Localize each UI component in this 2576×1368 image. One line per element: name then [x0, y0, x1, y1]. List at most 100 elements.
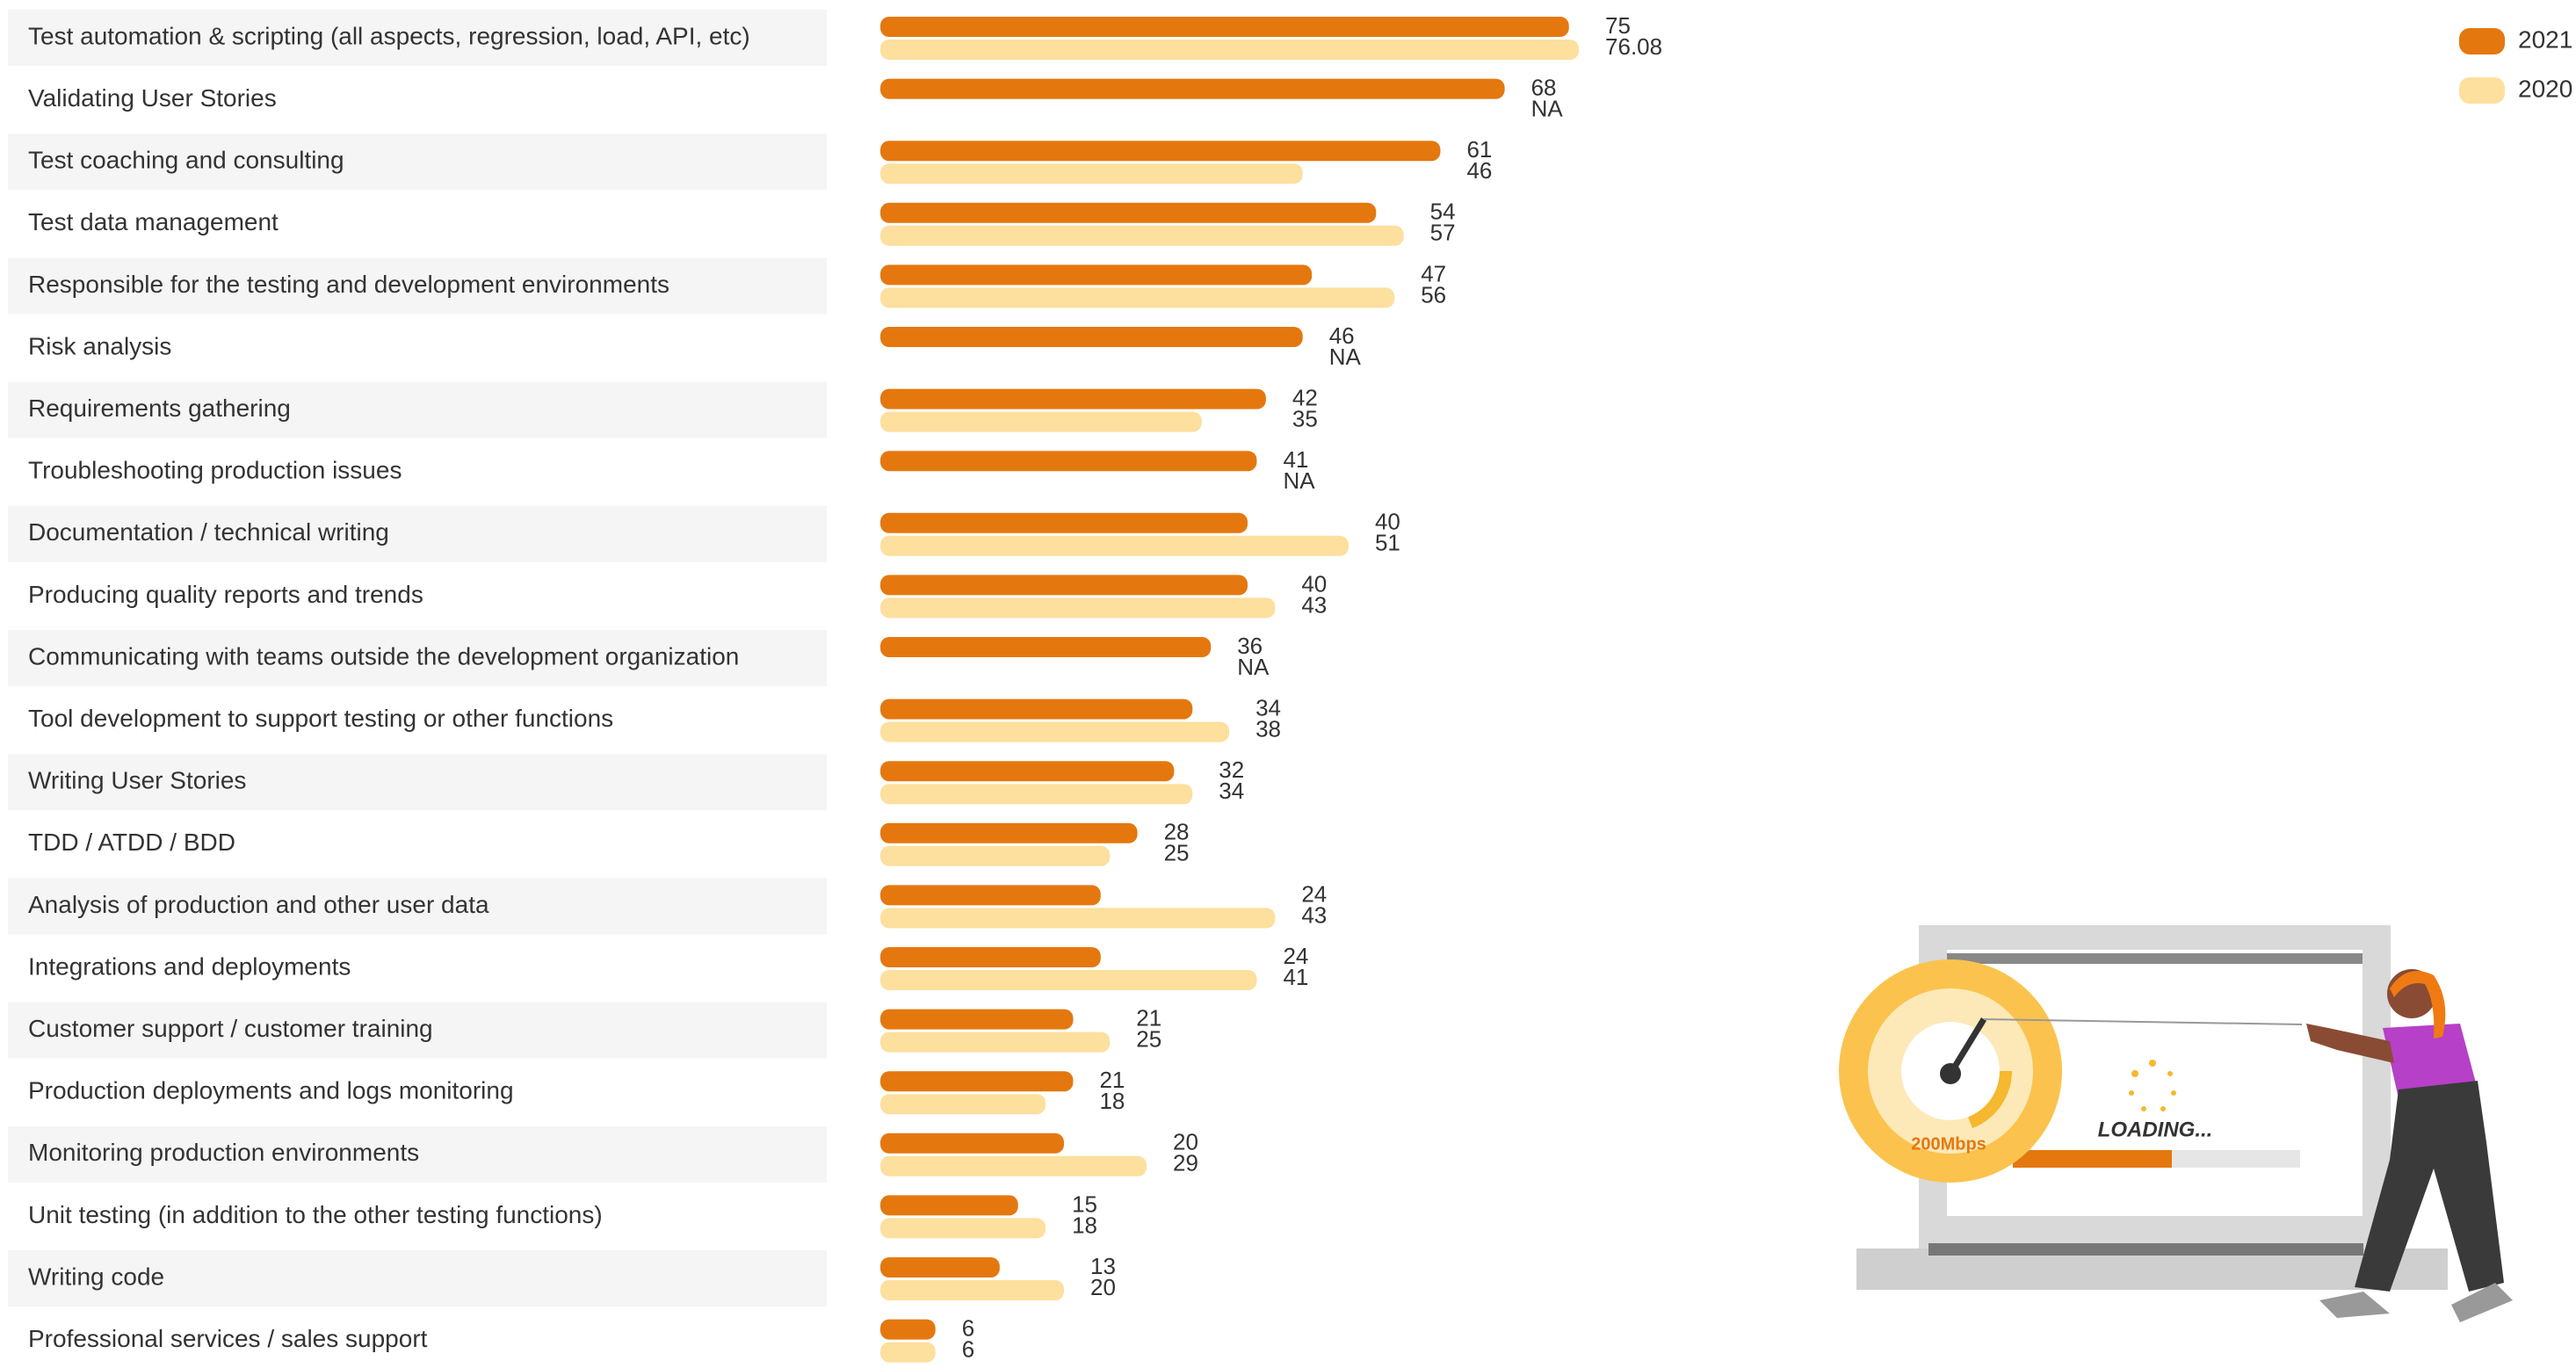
bar [880, 17, 1569, 37]
value-label: 24 [1301, 880, 1327, 907]
category-label: Integrations and deployments [28, 952, 351, 980]
browser-bar [1947, 953, 2363, 964]
arm [2306, 1024, 2394, 1063]
value-label: 36 [1237, 633, 1263, 659]
bar [880, 163, 1303, 185]
bar [880, 451, 1257, 472]
plot: Test automation & scripting (all aspects… [8, 10, 2572, 1363]
bar [880, 411, 1202, 432]
category-label: Risk analysis [28, 332, 171, 359]
legend-label: 2020 [2518, 75, 2572, 102]
value-label: 20 [1090, 1274, 1116, 1300]
row-bg [8, 1002, 827, 1059]
bar [880, 822, 1138, 843]
row-bg [8, 381, 827, 438]
row-bg [8, 134, 827, 191]
value-label: 6 [962, 1335, 974, 1362]
bar [880, 40, 1580, 60]
value-label: 13 [1090, 1253, 1116, 1279]
value-label: 43 [1301, 901, 1327, 928]
shirt [2383, 1024, 2478, 1098]
bar [880, 512, 1248, 533]
category-label: Test data management [28, 208, 279, 235]
bar [880, 78, 1505, 99]
row-bg [8, 1250, 827, 1306]
value-label: 18 [1072, 1212, 1097, 1238]
shoes [2319, 1283, 2513, 1322]
bar [880, 761, 1175, 782]
bar [880, 1257, 1000, 1278]
bar [880, 287, 1395, 308]
value-label: 61 [1466, 136, 1492, 163]
keyboard [1928, 1243, 2363, 1256]
value-label: 54 [1430, 199, 1456, 225]
bar [880, 535, 1349, 556]
bar [880, 970, 1257, 990]
value-label: 21 [1099, 1067, 1125, 1093]
value-label: 42 [1292, 384, 1318, 410]
value-label: 20 [1173, 1129, 1198, 1155]
category-label: Writing User Stories [28, 767, 246, 794]
value-label: 43 [1301, 591, 1327, 618]
value-label: 21 [1136, 1004, 1161, 1031]
value-label: 35 [1292, 405, 1318, 431]
bar [880, 225, 1404, 246]
gauge-needle [1948, 1017, 1986, 1075]
bar [880, 1195, 1018, 1216]
legend-label: 2021 [2518, 25, 2572, 53]
value-label: 40 [1301, 570, 1327, 597]
row-bg [8, 630, 827, 686]
bar [880, 1319, 936, 1340]
value-label: NA [1531, 95, 1564, 121]
bar [880, 1031, 1111, 1053]
bar [880, 698, 1193, 720]
category-label: Professional services / sales support [28, 1325, 428, 1352]
category-label: Writing code [28, 1263, 164, 1290]
category-label: Customer support / customer training [28, 1015, 433, 1042]
bar [880, 597, 1276, 619]
category-label: Test coaching and consulting [28, 147, 344, 174]
bar [880, 575, 1248, 596]
value-label: 6 [962, 1314, 974, 1341]
row-bg [8, 257, 827, 315]
category-label: Requirements gathering [28, 394, 291, 422]
bar [880, 1133, 1064, 1154]
value-label: 76.08 [1605, 33, 1662, 60]
loading-text: LOADING... [2098, 1118, 2213, 1141]
bar [880, 947, 1101, 967]
category-label: Unit testing (in addition to the other t… [28, 1201, 603, 1228]
hair [2390, 971, 2446, 1039]
progress-fill [2013, 1150, 2172, 1168]
gauge-label: 200Mbps [1911, 1134, 1986, 1154]
value-label: 32 [1219, 756, 1244, 783]
bar [880, 1094, 1046, 1115]
category-label: Test automation & scripting (all aspects… [28, 22, 750, 49]
bar [880, 264, 1313, 286]
legend-swatch [2459, 28, 2505, 54]
value-label: NA [1329, 344, 1362, 370]
bar [880, 908, 1276, 929]
row-bg [8, 754, 827, 811]
string [1983, 1018, 2303, 1025]
value-label: 40 [1375, 509, 1400, 535]
value-label: 38 [1255, 715, 1281, 742]
bar [880, 1280, 1064, 1300]
gauge-hub [1940, 1063, 1961, 1084]
bar [880, 1155, 1147, 1176]
row-bg [8, 878, 827, 935]
value-label: 34 [1255, 694, 1281, 720]
category-label: TDD / ATDD / BDD [28, 829, 235, 856]
bar [880, 1009, 1074, 1030]
value-label: 46 [1466, 157, 1492, 184]
legend-swatch [2459, 77, 2505, 104]
category-label: Tool development to support testing or o… [28, 705, 613, 732]
value-label: 46 [1329, 322, 1355, 349]
category-label: Documentation / technical writing [28, 518, 389, 546]
category-label: Production deployments and logs monitori… [28, 1077, 514, 1104]
row-bg [8, 1126, 827, 1183]
bar [880, 721, 1230, 742]
value-label: 75 [1605, 12, 1631, 39]
bar [880, 784, 1193, 805]
bar [880, 141, 1441, 162]
